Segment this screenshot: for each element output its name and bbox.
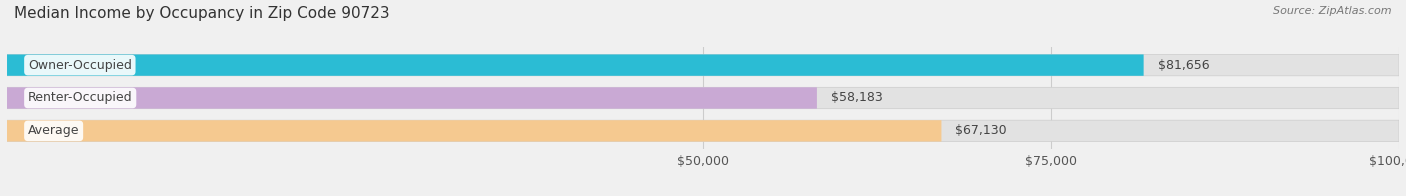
Text: Median Income by Occupancy in Zip Code 90723: Median Income by Occupancy in Zip Code 9… [14,6,389,21]
FancyBboxPatch shape [7,87,817,109]
Text: Average: Average [28,124,79,137]
FancyBboxPatch shape [7,120,942,142]
FancyBboxPatch shape [7,120,1399,142]
Text: $58,183: $58,183 [831,92,883,104]
FancyBboxPatch shape [7,54,1143,76]
Text: $81,656: $81,656 [1157,59,1209,72]
Text: $67,130: $67,130 [955,124,1007,137]
Text: Renter-Occupied: Renter-Occupied [28,92,132,104]
Text: Owner-Occupied: Owner-Occupied [28,59,132,72]
FancyBboxPatch shape [7,54,1399,76]
Text: Source: ZipAtlas.com: Source: ZipAtlas.com [1274,6,1392,16]
FancyBboxPatch shape [7,87,1399,109]
